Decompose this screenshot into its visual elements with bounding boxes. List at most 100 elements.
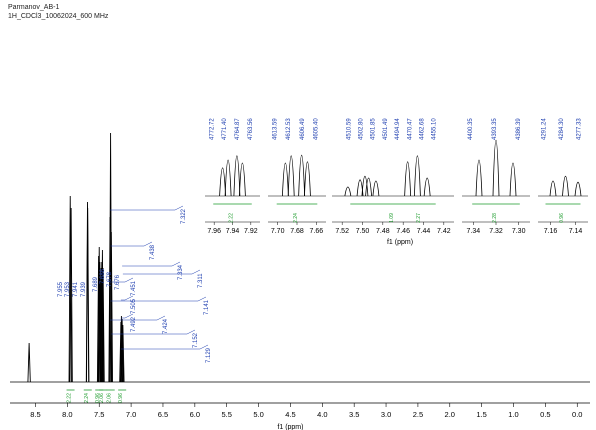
peak-4: [86, 207, 90, 383]
inset-tick-label-1-1: 7.68: [290, 228, 304, 235]
inset-tick-label-3-1: 7.32: [489, 228, 503, 235]
x-tick-label-5: 6.0: [190, 410, 200, 419]
inset-label-0-0: 4772.72: [209, 118, 215, 140]
inset-peak-2-3: [365, 177, 372, 197]
x-tick-label-1: 8.0: [62, 410, 72, 419]
peak-label-3: 7.939: [81, 281, 87, 297]
inset-peak-2-7: [423, 177, 431, 197]
inset-1: 4613.59 4612.53 4606.49 4605.40 7.70 7.68 7.66…: [268, 118, 326, 235]
x-tick-label-16: 0.5: [540, 410, 550, 419]
peak-label-6: 7.678: [107, 271, 113, 287]
inset-tick-label-2-4: 7.44: [417, 228, 431, 235]
integral-value-4: 2.06: [107, 393, 113, 403]
x-tick-label-3: 7.0: [126, 410, 136, 419]
inset-peak-0-2: [233, 155, 241, 197]
inset-label-2-3: 4501.49: [383, 118, 389, 140]
inset-peak-4-0: [549, 180, 557, 197]
x-tick-label-12: 2.5: [413, 410, 423, 419]
inset-tick-label-4-1: 7.14: [569, 228, 583, 235]
leader-17: [111, 329, 196, 335]
x-tick-label-7: 5.0: [253, 410, 263, 419]
peak-18: [121, 324, 125, 383]
x-tick-label-13: 2.0: [445, 410, 455, 419]
x-tick-label-9: 4.0: [317, 410, 327, 419]
inset-label-1-2: 4606.49: [300, 118, 306, 140]
inset-integral-value-1: 2.24: [293, 213, 299, 223]
peak-label-2: 7.941: [73, 281, 79, 297]
inset-3: 4400.35 4393.35 4386.39 7.34 7.32 7.30 2.28: [462, 118, 530, 235]
inset-label-4-0: 4291.24: [542, 118, 548, 140]
peak-2: [69, 207, 73, 383]
leader-15: [110, 315, 166, 321]
inset-label-3-2: 4386.39: [516, 118, 522, 140]
inset-tick-label-0-2: 7.92: [244, 228, 258, 235]
inset-label-3-0: 4400.35: [468, 118, 474, 140]
inset-peak-2-4: [372, 180, 380, 197]
leader-13: [110, 205, 184, 211]
integral-value-1: 2.24: [84, 393, 90, 403]
x-tick-label-6: 5.5: [221, 410, 231, 419]
inset-peak-2-5: [404, 161, 412, 197]
inset-tick-label-3-0: 7.34: [467, 228, 481, 235]
inset-tick-label-1-0: 7.70: [271, 228, 285, 235]
peak-17: [120, 318, 124, 383]
leader-8: [110, 241, 153, 247]
inset-tick-label-2-2: 7.48: [376, 228, 390, 235]
x-tick-label-11: 3.0: [381, 410, 391, 419]
inset-label-3-1: 4393.35: [492, 118, 498, 140]
main-x-axis: 8.5 8.0 7.5 7.0 6.5 6.0 5.5 5.0 4.5 4.0 3.5 3.0 2.5 2…: [10, 402, 590, 430]
peak-11: [101, 267, 105, 383]
x-tick-label-14: 1.5: [476, 410, 486, 419]
peak-label-11: 7.492: [131, 316, 137, 332]
leader-11: [121, 313, 134, 319]
sample-title: Parmanov_AB-1: [8, 4, 60, 11]
peak-label-1: 7.953: [65, 281, 71, 297]
inset-0: 4772.72 4771.40 4764.87 4763.56 7.96 7.94 7.92…: [205, 118, 260, 235]
inset-label-0-2: 4764.87: [235, 118, 241, 140]
inset-tick-label-2-3: 7.46: [396, 228, 410, 235]
inset-label-2-0: 4510.59: [346, 118, 352, 140]
peak-label-5: 7.688: [100, 268, 106, 284]
inset-peak-1-2: [298, 155, 306, 197]
inset-peak-1-1: [287, 155, 295, 197]
x-tick-label-10: 3.5: [349, 410, 359, 419]
main-spectrum-trace: [10, 132, 590, 383]
leader-9: [111, 277, 134, 283]
inset-4: 4291.24 4284.30 4277.33 7.16 7.14 0.96: [538, 118, 588, 235]
inset-peak-4-2: [574, 181, 582, 197]
inset-peak-1-0: [282, 162, 289, 197]
x-tick-label-0: 8.5: [30, 410, 40, 419]
inset-peak-0-0: [219, 167, 226, 197]
x-tick-label-17: 0.0: [572, 410, 582, 419]
inset-integral-value-3: 2.28: [492, 213, 498, 223]
inset-peak-0-3: [239, 162, 246, 197]
inset-tick-label-0-0: 7.96: [207, 228, 221, 235]
inset-label-2-5: 4470.47: [407, 118, 413, 140]
peak-label-9: 7.451: [131, 280, 137, 296]
leader-16: [110, 296, 207, 302]
inset-integral-value-0: 2.22: [229, 213, 235, 223]
inset-label-2-6: 4462.68: [420, 118, 426, 140]
inset-integral-value-2: 1.09: [389, 213, 395, 223]
inset-tick-label-2-0: 7.52: [335, 228, 349, 235]
peak-0: [27, 342, 31, 383]
peak-label-4: 7.689: [93, 276, 99, 292]
inset-peak-2-0: [344, 186, 352, 197]
inset-tick-label-2-1: 7.50: [356, 228, 370, 235]
leader-18: [120, 344, 209, 350]
inset-label-1-3: 4605.40: [313, 118, 319, 140]
peak-label-12: 7.334: [178, 264, 184, 280]
inset-peak-4-1: [562, 175, 569, 197]
inset-label-2-7: 4455.10: [432, 118, 438, 140]
x-axis-label: f1 (ppm): [277, 424, 303, 430]
inset-label-2-2: 4501.85: [371, 118, 377, 140]
x-tick-label-4: 6.5: [158, 410, 168, 419]
inset-label-1-0: 4613.59: [273, 118, 279, 140]
leader-12: [122, 261, 181, 267]
peak-label-0: 7.955: [58, 281, 64, 297]
peak-label-17: 7.152: [193, 332, 199, 348]
inset-integral-value2-2: 2.27: [416, 213, 422, 223]
inset-2: 4510.59 4502.80 4501.85 4501.49 4494.94 4470.…: [332, 118, 454, 235]
inset-peak-2-2: [361, 175, 369, 197]
